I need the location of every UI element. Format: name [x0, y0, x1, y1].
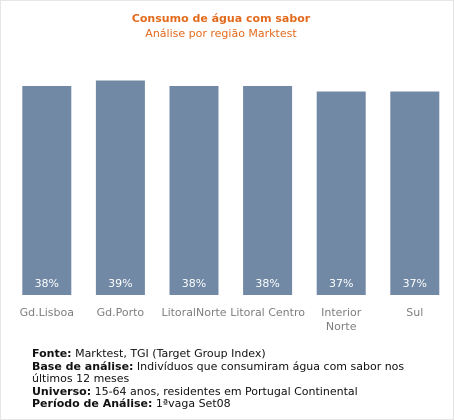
- x-tick-label-1: Gd.Porto: [97, 306, 145, 319]
- x-tick-label-3: Litoral Centro: [230, 306, 305, 319]
- note-fonte: Fonte: Marktest, TGI (Target Group Index…: [32, 347, 444, 361]
- bar-value-label-1: 39%: [108, 277, 132, 290]
- note-fonte-text: Marktest, TGI (Target Group Index): [71, 347, 266, 360]
- bar-value-label-0: 38%: [35, 277, 59, 290]
- x-tick-label-4-1: Norte: [326, 320, 357, 333]
- bar-value-label-4: 37%: [329, 277, 353, 290]
- bar-value-label-3: 38%: [255, 277, 279, 290]
- bar-value-label-2: 38%: [182, 277, 206, 290]
- bar-0: [22, 86, 72, 295]
- chart-notes: Fonte: Marktest, TGI (Target Group Index…: [32, 347, 444, 411]
- note-universo-label: Universo:: [32, 384, 92, 398]
- note-fonte-label: Fonte:: [32, 347, 72, 360]
- bar-4: [316, 91, 366, 295]
- note-base-text: Indivíduos que consumiram água com sabor…: [32, 359, 405, 385]
- bar-value-label-5: 37%: [403, 277, 427, 290]
- note-universo-text: 15-64 anos, residentes em Portugal Conti…: [91, 384, 358, 398]
- note-universo: Universo: 15-64 anos, residentes em Port…: [32, 384, 444, 399]
- note-periodo-label: Período de Análise:: [32, 397, 153, 410]
- x-tick-label-4-0: Interior: [321, 306, 362, 319]
- chart-subtitle: Análise por região Marktest: [145, 27, 297, 40]
- bar-2: [169, 86, 219, 295]
- note-base: Base de análise: Indivíduos que consumir…: [32, 359, 444, 386]
- x-tick-label-2: LitoralNorte: [161, 306, 226, 319]
- bar-5: [390, 91, 440, 295]
- bar-1: [95, 80, 145, 295]
- x-tick-label-0: Gd.Lisboa: [20, 306, 74, 319]
- chart-title: Consumo de água com sabor: [131, 12, 311, 25]
- note-periodo: Período de Análise: 1ªvaga Set08: [32, 397, 444, 411]
- note-base-label: Base de análise:: [32, 359, 134, 373]
- bar-3: [243, 86, 293, 295]
- x-tick-label-5: Sul: [406, 306, 423, 319]
- note-periodo-text: 1ªvaga Set08: [152, 397, 231, 410]
- bar-chart: 38% Gd.Lisboa 39% Gd.Porto 38% LitoralNorte 38…: [20, 80, 440, 333]
